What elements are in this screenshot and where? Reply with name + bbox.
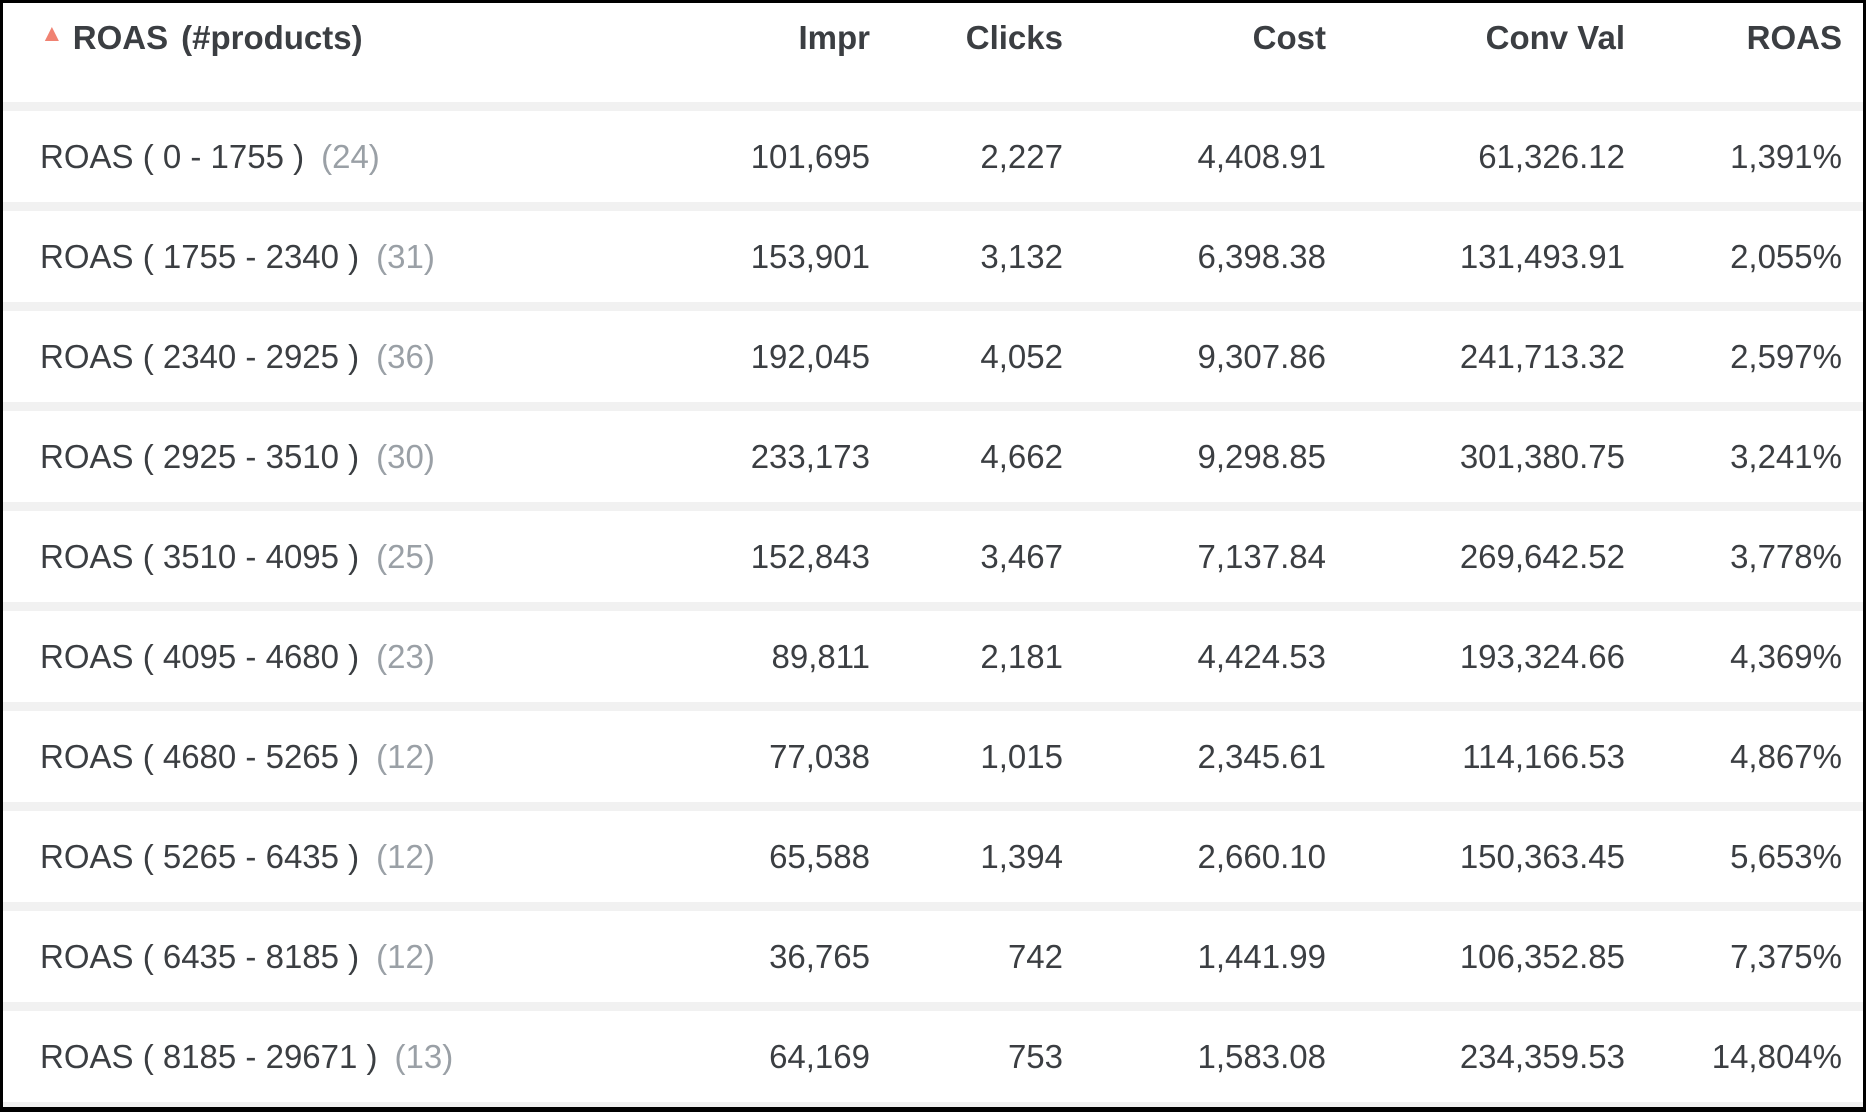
- conv-val-value: 131,493.91: [1459, 237, 1625, 275]
- table-header-row: ▲ ROAS (#products) Impr Clicks Cost Conv…: [3, 3, 1863, 111]
- cost-value: 1,583.08: [1197, 1037, 1326, 1075]
- cost-value: 4,424.53: [1197, 637, 1326, 675]
- column-header-products-suffix: (#products): [181, 19, 363, 56]
- clicks-value: 2,227: [980, 137, 1063, 175]
- impr-value: 192,045: [750, 337, 870, 375]
- impr-value: 101,695: [750, 137, 870, 175]
- table-row[interactable]: ROAS ( 4680 - 5265 ) (12) 77,038 1,015 2…: [3, 711, 1863, 811]
- roas-value: 5,653%: [1730, 837, 1842, 875]
- roas-bucket-label: ROAS ( 5265 - 6435 ): [40, 837, 360, 875]
- roas-value: 4,369%: [1730, 637, 1842, 675]
- table-row[interactable]: ROAS ( 4095 - 4680 ) (23) 89,811 2,181 4…: [3, 611, 1863, 711]
- table-body: ROAS ( 0 - 1755 ) (24) 101,695 2,227 4,4…: [3, 111, 1863, 1107]
- impr-value: 89,811: [771, 637, 870, 675]
- roas-value: 7,375%: [1730, 937, 1842, 975]
- product-count: (12): [376, 937, 435, 975]
- cost-value: 2,660.10: [1197, 837, 1326, 875]
- column-header-cost[interactable]: Cost: [1252, 19, 1326, 56]
- roas-value: 4,867%: [1730, 737, 1842, 775]
- roas-bucket-label: ROAS ( 8185 - 29671 ): [40, 1037, 378, 1075]
- product-count: (36): [376, 337, 435, 375]
- cost-value: 9,307.86: [1197, 337, 1326, 375]
- impr-value: 64,169: [769, 1037, 870, 1075]
- table-row[interactable]: ROAS ( 3510 - 4095 ) (25) 152,843 3,467 …: [3, 511, 1863, 611]
- conv-val-value: 61,326.12: [1478, 137, 1625, 175]
- clicks-value: 1,394: [980, 837, 1063, 875]
- conv-val-value: 150,363.45: [1459, 837, 1625, 875]
- cost-value: 1,441.99: [1197, 937, 1326, 975]
- product-count: (12): [376, 837, 435, 875]
- roas-bucket-label: ROAS ( 2925 - 3510 ): [40, 437, 360, 475]
- roas-value: 3,241%: [1730, 437, 1842, 475]
- roas-bucket-label: ROAS ( 2340 - 2925 ): [40, 337, 360, 375]
- roas-value: 2,055%: [1730, 237, 1842, 275]
- product-count: (30): [376, 437, 435, 475]
- conv-val-value: 193,324.66: [1459, 637, 1625, 675]
- roas-value: 14,804%: [1711, 1037, 1842, 1075]
- roas-bucket-label: ROAS ( 4680 - 5265 ): [40, 737, 360, 775]
- clicks-value: 1,015: [980, 737, 1063, 775]
- table-row[interactable]: ROAS ( 1755 - 2340 ) (31) 153,901 3,132 …: [3, 211, 1863, 311]
- roas-value: 2,597%: [1730, 337, 1842, 375]
- impr-value: 77,038: [769, 737, 870, 775]
- impr-value: 152,843: [750, 537, 870, 575]
- clicks-value: 3,467: [980, 537, 1063, 575]
- column-header-roas[interactable]: ROAS: [1746, 19, 1842, 56]
- product-count: (24): [321, 137, 380, 175]
- clicks-value: 4,662: [980, 437, 1063, 475]
- product-count: (23): [376, 637, 435, 675]
- conv-val-value: 114,166.53: [1462, 737, 1625, 775]
- impr-value: 36,765: [769, 937, 870, 975]
- column-header-impr[interactable]: Impr: [798, 19, 870, 56]
- clicks-value: 3,132: [980, 237, 1063, 275]
- clicks-value: 2,181: [980, 637, 1063, 675]
- column-header-roas-products[interactable]: ▲ ROAS (#products): [3, 19, 618, 57]
- impr-value: 153,901: [750, 237, 870, 275]
- product-count: (25): [376, 537, 435, 575]
- roas-value: 1,391%: [1730, 137, 1842, 175]
- product-count: (31): [376, 237, 435, 275]
- clicks-value: 753: [1007, 1037, 1063, 1075]
- product-count: (12): [376, 737, 435, 775]
- sort-ascending-icon[interactable]: ▲: [40, 20, 64, 47]
- roas-bucket-label: ROAS ( 0 - 1755 ): [40, 137, 305, 175]
- roas-value: 3,778%: [1730, 537, 1842, 575]
- table-row[interactable]: ROAS ( 0 - 1755 ) (24) 101,695 2,227 4,4…: [3, 111, 1863, 211]
- table-row[interactable]: ROAS ( 2925 - 3510 ) (30) 233,173 4,662 …: [3, 411, 1863, 511]
- column-header-conv-val[interactable]: Conv Val: [1485, 19, 1625, 56]
- roas-bucket-label: ROAS ( 4095 - 4680 ): [40, 637, 360, 675]
- roas-bucket-label: ROAS ( 6435 - 8185 ): [40, 937, 360, 975]
- cost-value: 6,398.38: [1197, 237, 1326, 275]
- table-row[interactable]: ROAS ( 8185 - 29671 ) (13) 64,169 753 1,…: [3, 1011, 1863, 1107]
- conv-val-value: 106,352.85: [1459, 937, 1625, 975]
- conv-val-value: 269,642.52: [1459, 537, 1625, 575]
- clicks-value: 742: [1007, 937, 1063, 975]
- cost-value: 2,345.61: [1197, 737, 1326, 775]
- column-header-clicks[interactable]: Clicks: [965, 19, 1063, 56]
- clicks-value: 4,052: [980, 337, 1063, 375]
- impr-value: 65,588: [769, 837, 870, 875]
- cost-value: 7,137.84: [1197, 537, 1326, 575]
- roas-bucket-label: ROAS ( 3510 - 4095 ): [40, 537, 360, 575]
- column-header-roas-title: ROAS: [72, 19, 169, 56]
- impr-value: 233,173: [750, 437, 870, 475]
- conv-val-value: 234,359.53: [1459, 1037, 1625, 1075]
- conv-val-value: 241,713.32: [1459, 337, 1625, 375]
- table-row[interactable]: ROAS ( 5265 - 6435 ) (12) 65,588 1,394 2…: [3, 811, 1863, 911]
- conv-val-value: 301,380.75: [1459, 437, 1625, 475]
- table-row[interactable]: ROAS ( 6435 - 8185 ) (12) 36,765 742 1,4…: [3, 911, 1863, 1011]
- table-row[interactable]: ROAS ( 2340 - 2925 ) (36) 192,045 4,052 …: [3, 311, 1863, 411]
- roas-bucket-label: ROAS ( 1755 - 2340 ): [40, 237, 360, 275]
- cost-value: 9,298.85: [1197, 437, 1326, 475]
- cost-value: 4,408.91: [1197, 137, 1326, 175]
- product-count: (13): [394, 1037, 454, 1075]
